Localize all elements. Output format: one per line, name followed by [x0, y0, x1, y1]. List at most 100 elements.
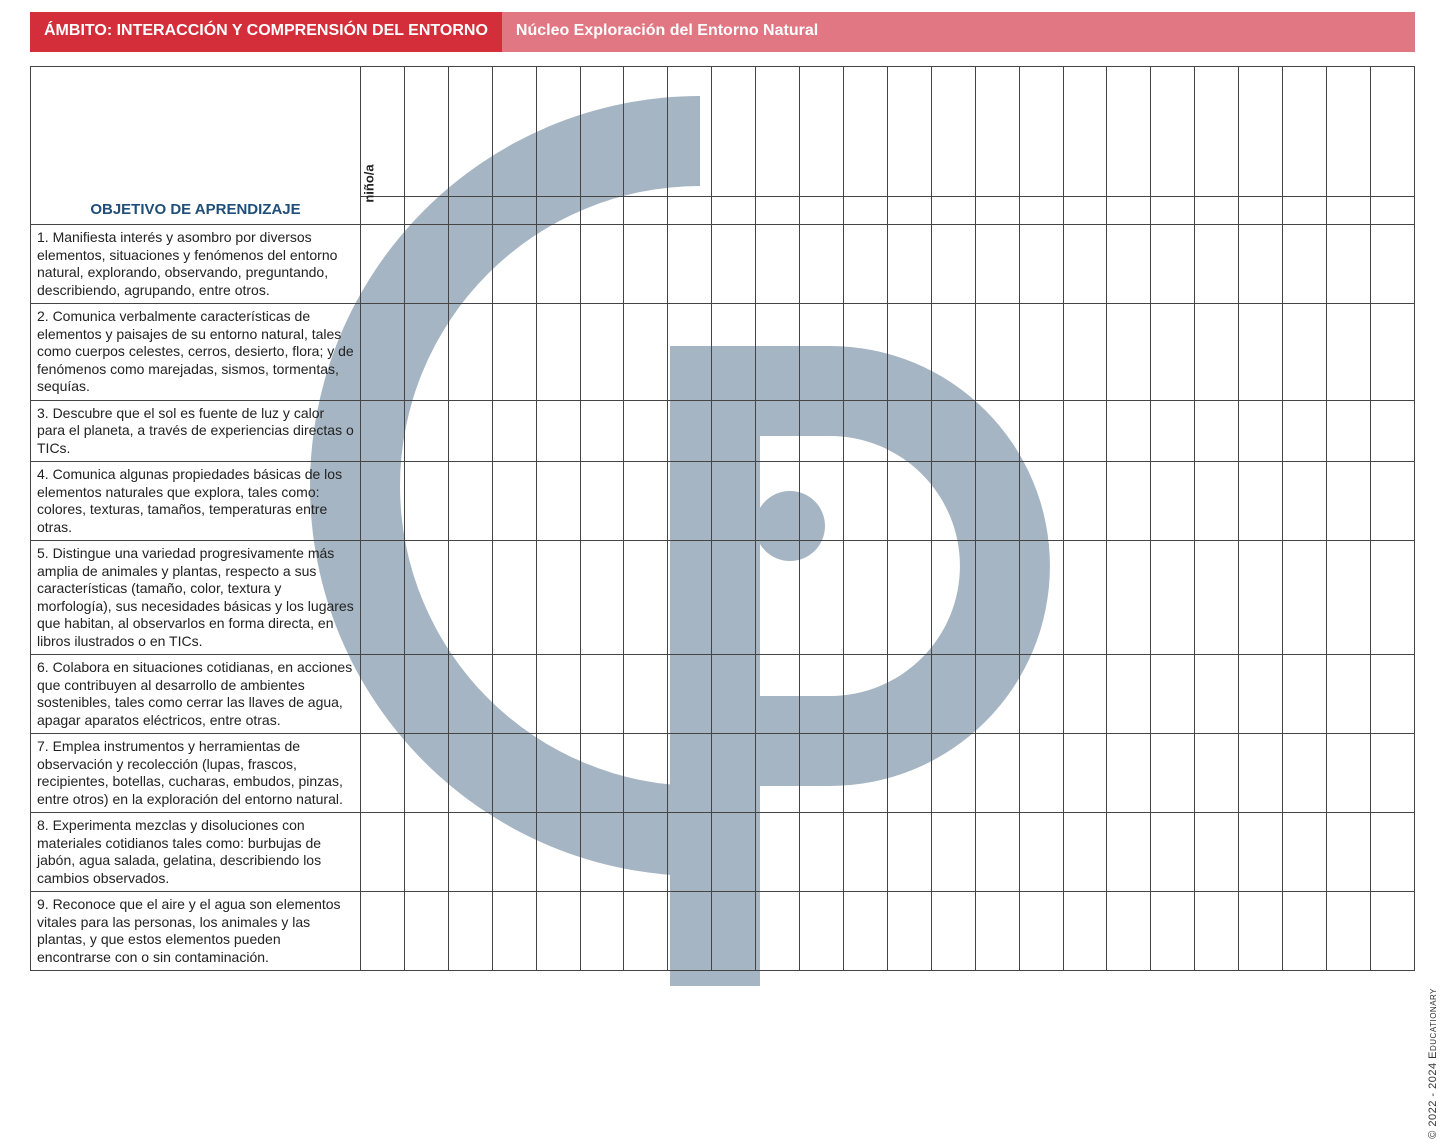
grid-cell[interactable]	[580, 462, 624, 541]
grid-cell[interactable]	[800, 813, 844, 892]
grid-cell[interactable]	[668, 892, 712, 971]
name-cell[interactable]	[624, 67, 668, 197]
grid-cell[interactable]	[756, 734, 800, 813]
grid-cell[interactable]	[843, 462, 887, 541]
grid-cell[interactable]	[536, 892, 580, 971]
sub-cell[interactable]	[1326, 197, 1370, 225]
grid-cell[interactable]	[361, 541, 405, 655]
grid-cell[interactable]	[624, 225, 668, 304]
grid-cell[interactable]	[1326, 541, 1370, 655]
grid-cell[interactable]	[1107, 892, 1151, 971]
grid-cell[interactable]	[975, 813, 1019, 892]
grid-cell[interactable]	[404, 225, 448, 304]
grid-cell[interactable]	[448, 892, 492, 971]
grid-cell[interactable]	[1239, 225, 1283, 304]
name-cell[interactable]	[800, 67, 844, 197]
grid-cell[interactable]	[931, 734, 975, 813]
grid-cell[interactable]	[843, 892, 887, 971]
grid-cell[interactable]	[1151, 655, 1195, 734]
grid-cell[interactable]	[843, 304, 887, 401]
name-cell[interactable]	[1326, 67, 1370, 197]
grid-cell[interactable]	[1370, 655, 1414, 734]
sub-cell[interactable]	[1283, 197, 1327, 225]
grid-cell[interactable]	[624, 813, 668, 892]
name-cell[interactable]	[887, 67, 931, 197]
grid-cell[interactable]	[1151, 304, 1195, 401]
grid-cell[interactable]	[887, 400, 931, 462]
sub-cell[interactable]	[800, 197, 844, 225]
grid-cell[interactable]	[931, 541, 975, 655]
grid-cell[interactable]	[1370, 225, 1414, 304]
sub-cell[interactable]	[887, 197, 931, 225]
grid-cell[interactable]	[1195, 734, 1239, 813]
grid-cell[interactable]	[756, 541, 800, 655]
grid-cell[interactable]	[492, 734, 536, 813]
grid-cell[interactable]	[1107, 813, 1151, 892]
grid-cell[interactable]	[1063, 541, 1107, 655]
grid-cell[interactable]	[580, 541, 624, 655]
grid-cell[interactable]	[1370, 462, 1414, 541]
name-cell[interactable]	[580, 67, 624, 197]
sub-cell[interactable]	[1239, 197, 1283, 225]
grid-cell[interactable]	[712, 655, 756, 734]
grid-cell[interactable]	[1195, 655, 1239, 734]
grid-cell[interactable]	[1195, 225, 1239, 304]
grid-cell[interactable]	[536, 400, 580, 462]
grid-cell[interactable]	[756, 892, 800, 971]
grid-cell[interactable]	[361, 813, 405, 892]
grid-cell[interactable]	[404, 892, 448, 971]
name-cell[interactable]	[1239, 67, 1283, 197]
grid-cell[interactable]	[448, 813, 492, 892]
name-cell[interactable]	[404, 67, 448, 197]
grid-cell[interactable]	[887, 304, 931, 401]
grid-cell[interactable]	[624, 734, 668, 813]
grid-cell[interactable]	[1019, 462, 1063, 541]
sub-cell[interactable]	[1370, 197, 1414, 225]
grid-cell[interactable]	[361, 225, 405, 304]
sub-cell[interactable]	[536, 197, 580, 225]
grid-cell[interactable]	[1151, 813, 1195, 892]
grid-cell[interactable]	[1151, 541, 1195, 655]
name-cell[interactable]	[668, 67, 712, 197]
grid-cell[interactable]	[1239, 462, 1283, 541]
grid-cell[interactable]	[887, 462, 931, 541]
grid-cell[interactable]	[1107, 734, 1151, 813]
grid-cell[interactable]	[756, 400, 800, 462]
grid-cell[interactable]	[975, 225, 1019, 304]
grid-cell[interactable]	[1239, 892, 1283, 971]
grid-cell[interactable]	[1063, 813, 1107, 892]
sub-cell[interactable]	[624, 197, 668, 225]
grid-cell[interactable]	[1151, 462, 1195, 541]
grid-cell[interactable]	[580, 304, 624, 401]
sub-cell[interactable]	[1019, 197, 1063, 225]
grid-cell[interactable]	[800, 304, 844, 401]
grid-cell[interactable]	[975, 400, 1019, 462]
grid-cell[interactable]	[1107, 462, 1151, 541]
grid-cell[interactable]	[1283, 304, 1327, 401]
grid-cell[interactable]	[1151, 892, 1195, 971]
grid-cell[interactable]	[800, 541, 844, 655]
grid-cell[interactable]	[624, 304, 668, 401]
sub-cell[interactable]	[1151, 197, 1195, 225]
name-cell[interactable]	[756, 67, 800, 197]
grid-cell[interactable]	[1063, 304, 1107, 401]
grid-cell[interactable]	[1283, 400, 1327, 462]
grid-cell[interactable]	[580, 813, 624, 892]
grid-cell[interactable]	[800, 734, 844, 813]
grid-cell[interactable]	[931, 462, 975, 541]
grid-cell[interactable]	[887, 541, 931, 655]
grid-cell[interactable]	[1063, 462, 1107, 541]
grid-cell[interactable]	[668, 655, 712, 734]
grid-cell[interactable]	[404, 304, 448, 401]
grid-cell[interactable]	[361, 892, 405, 971]
sub-cell[interactable]	[492, 197, 536, 225]
grid-cell[interactable]	[712, 225, 756, 304]
grid-cell[interactable]	[1063, 655, 1107, 734]
grid-cell[interactable]	[580, 225, 624, 304]
name-cell[interactable]	[1283, 67, 1327, 197]
grid-cell[interactable]	[1151, 225, 1195, 304]
grid-cell[interactable]	[668, 541, 712, 655]
grid-cell[interactable]	[1019, 655, 1063, 734]
grid-cell[interactable]	[1370, 541, 1414, 655]
grid-cell[interactable]	[756, 655, 800, 734]
